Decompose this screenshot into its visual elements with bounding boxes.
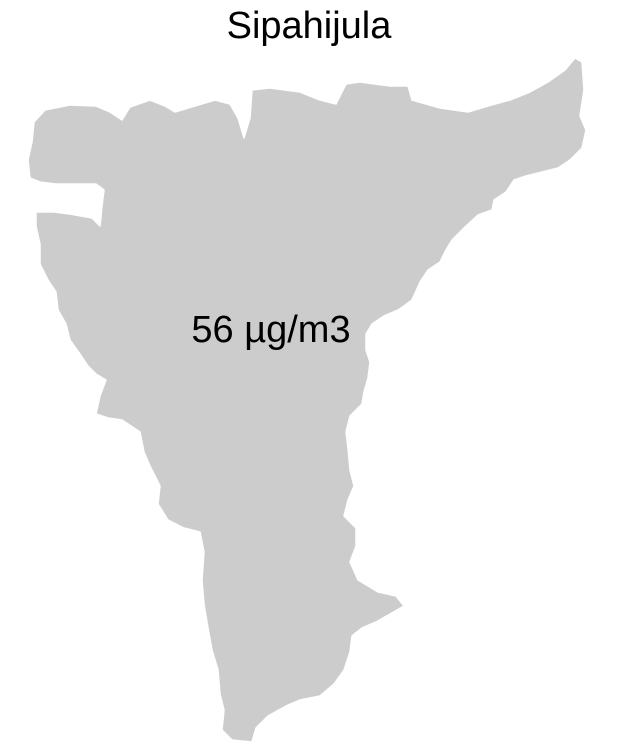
district-region <box>27 57 587 743</box>
map-title: Sipahijula <box>226 5 392 47</box>
region-value-label: 56 µg/m3 <box>191 309 351 351</box>
